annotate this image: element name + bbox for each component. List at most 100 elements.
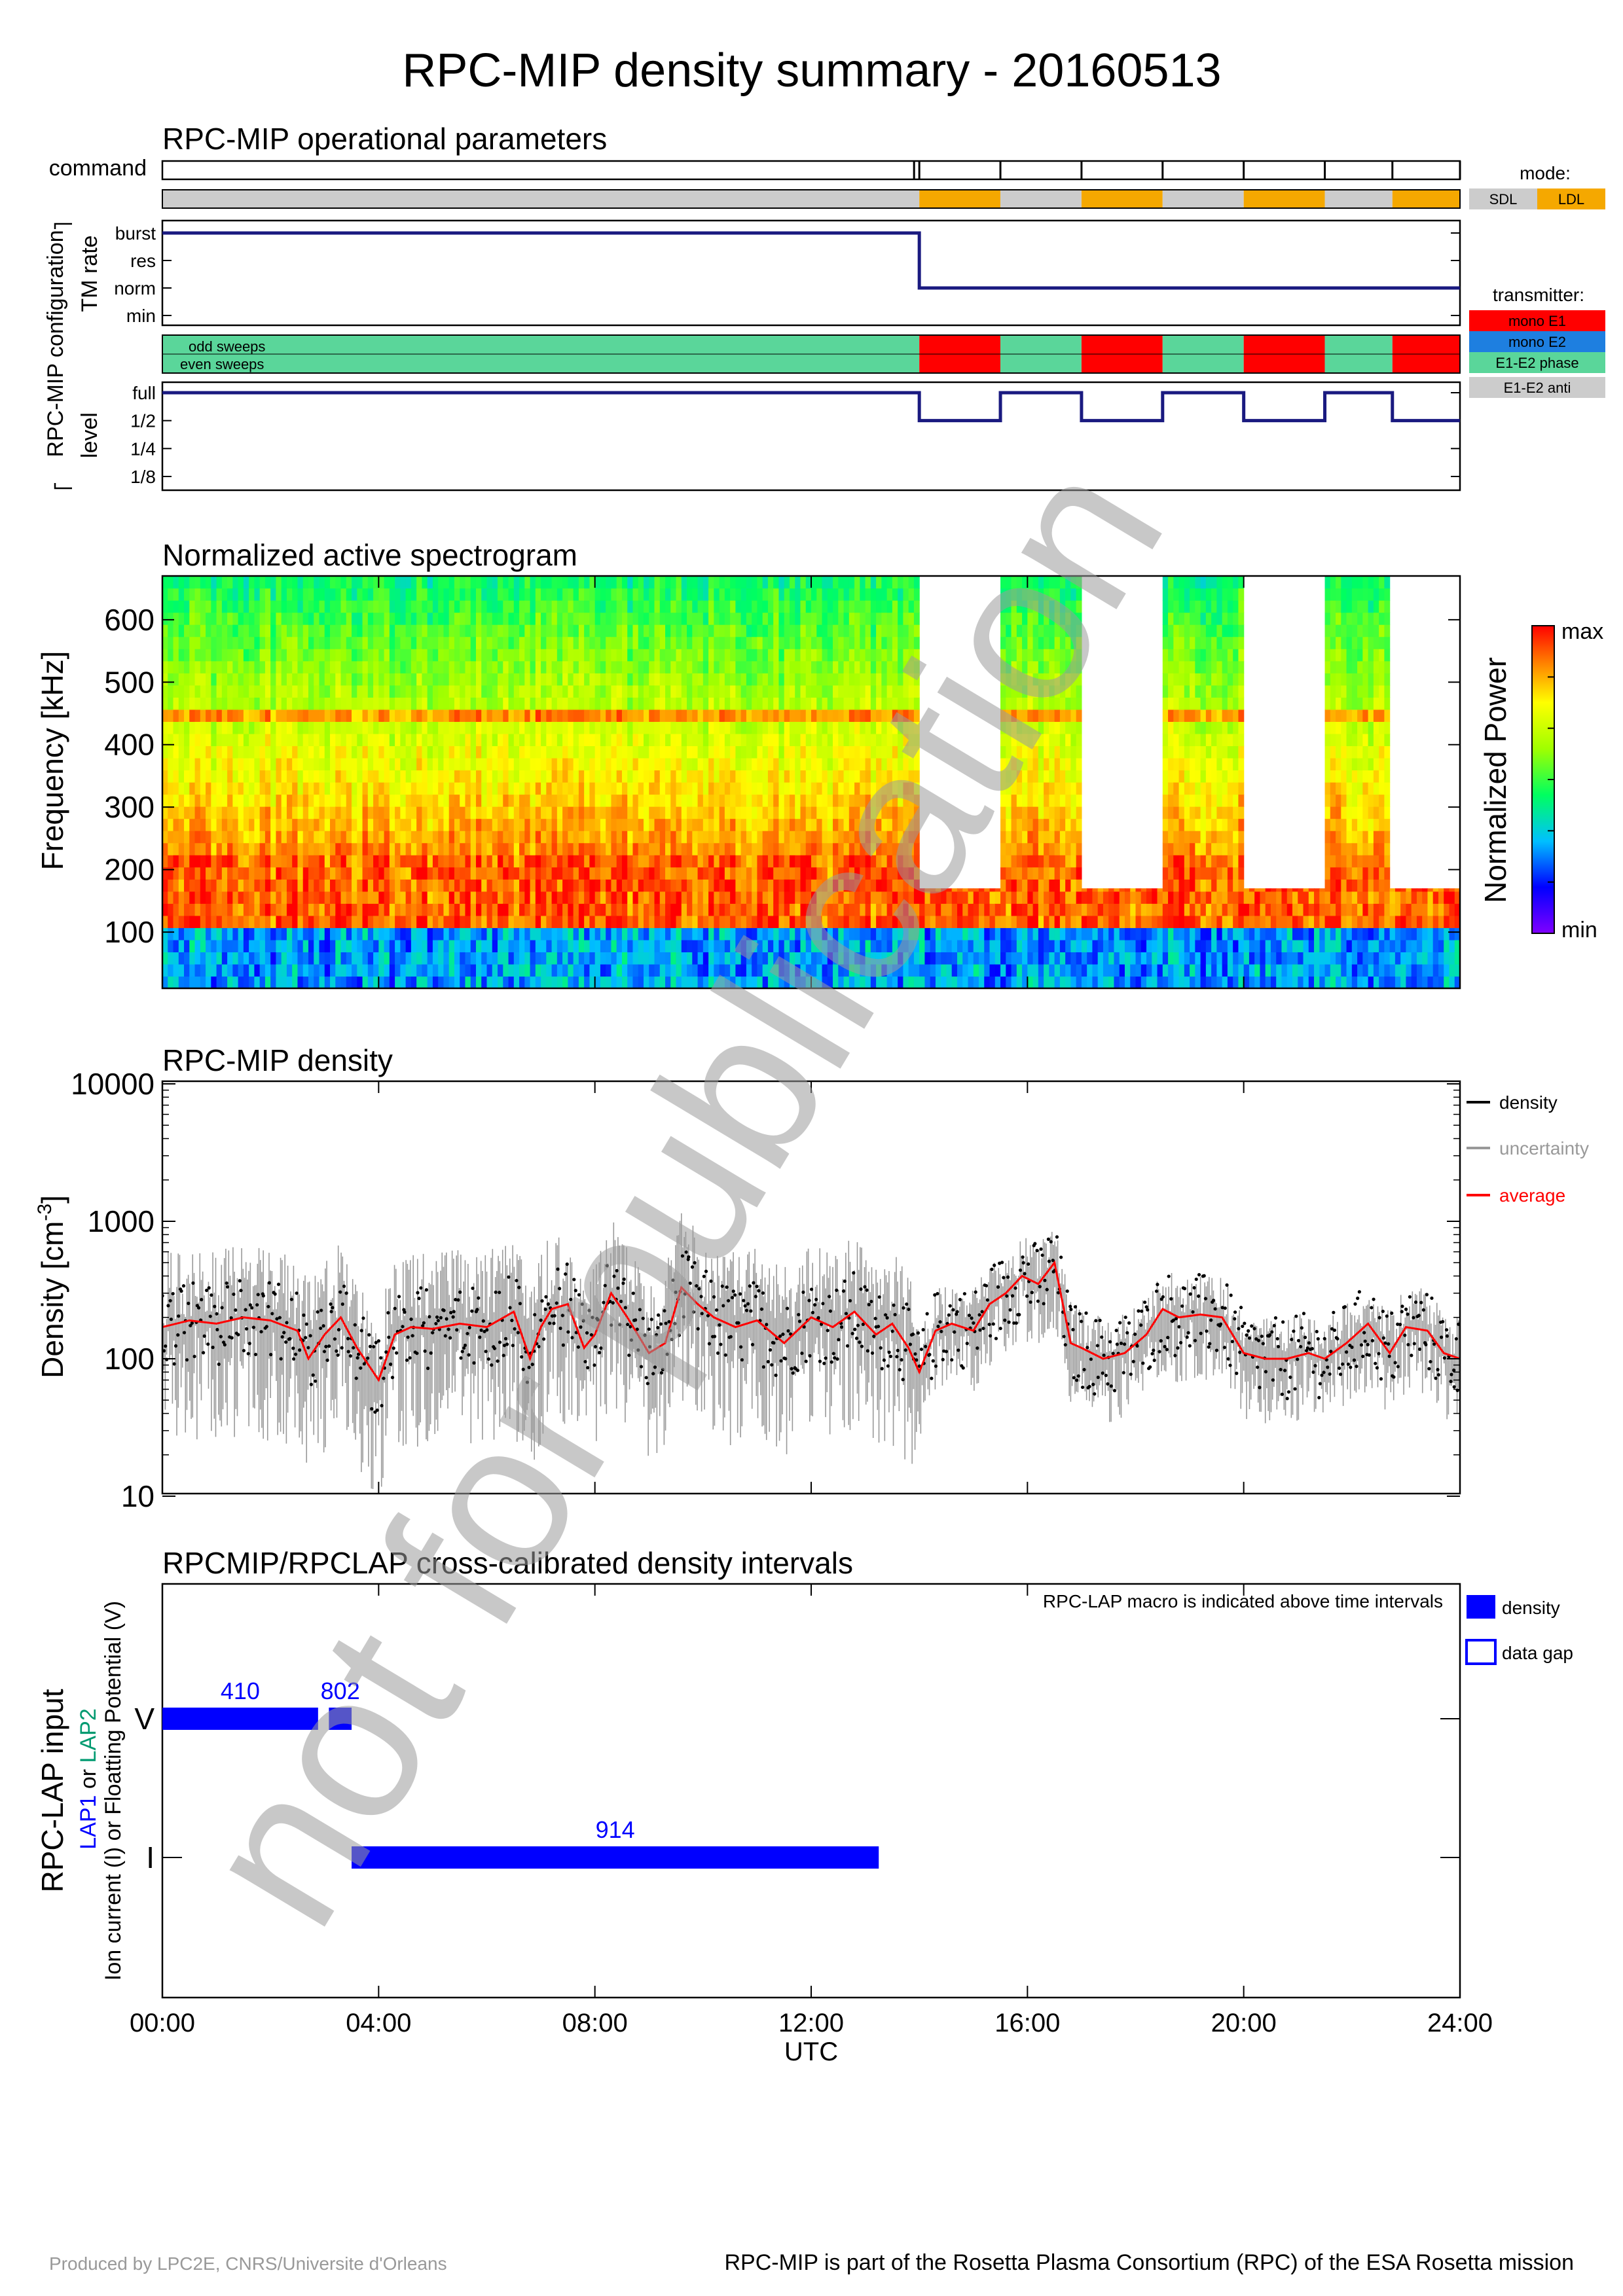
spectrogram-cell (556, 733, 563, 747)
spectrogram-cell (227, 612, 233, 625)
spectrogram-cell (357, 842, 363, 855)
spectrogram-cell (281, 649, 287, 662)
spectrogram-cell (735, 673, 742, 686)
spectrogram-cell (492, 818, 498, 831)
spectrogram-cell (432, 685, 439, 698)
spectrogram-cell (843, 770, 850, 783)
spectrogram-cell (460, 721, 466, 734)
spectrogram-cell (168, 915, 174, 928)
spectrogram-cell (687, 697, 693, 710)
spectrogram-cell (438, 745, 445, 759)
spectrogram-cell (568, 915, 574, 928)
spectrogram-cell (460, 660, 466, 673)
spectrogram-cell (767, 842, 774, 855)
spectrogram-cell (962, 891, 969, 904)
spectrogram-cell (410, 915, 417, 928)
spectrogram-cell (643, 697, 649, 710)
spectrogram-cell (373, 612, 379, 625)
spectrogram-cell (573, 927, 579, 941)
spectrogram-cell (206, 588, 211, 601)
spectrogram-cell (573, 733, 579, 747)
spectrogram-cell (513, 660, 520, 673)
spectrogram-cell (238, 745, 244, 759)
spectrogram-cell (692, 794, 699, 807)
spectrogram-cell (384, 576, 390, 589)
spectrogram-cell (838, 915, 845, 928)
spectrogram-cell (903, 660, 909, 673)
spectrogram-cell (308, 624, 314, 637)
spectrogram-cell (443, 963, 450, 977)
spectrogram-cell (292, 976, 299, 988)
spectrogram-cell (627, 636, 634, 649)
spectrogram-cell (335, 636, 342, 649)
spectrogram-cell (589, 733, 596, 747)
spectrogram-cell (568, 976, 574, 988)
spectrogram-cell (724, 685, 731, 698)
spectrogram-cell (395, 649, 401, 662)
spectrogram-cell (178, 733, 185, 747)
spectrogram-cell (178, 855, 185, 868)
spectrogram-cell (676, 782, 682, 795)
spectrogram-cell (962, 927, 969, 941)
spectrogram-cell (286, 588, 293, 601)
spectrogram-cell (973, 927, 979, 941)
spectrogram-cell (708, 867, 714, 880)
spectrogram-cell (730, 794, 736, 807)
spectrogram-cell (611, 855, 617, 868)
spectrogram-cell (324, 733, 331, 747)
spectrogram-cell (206, 891, 211, 904)
spectrogram-cell (448, 927, 455, 941)
spectrogram-cell (384, 600, 390, 613)
spectrogram-cell (352, 927, 357, 941)
spectrogram-cell (416, 891, 422, 904)
spectrogram-cell (843, 794, 850, 807)
spectrogram-cell (649, 588, 655, 601)
spectrogram-cell (249, 939, 255, 953)
spectrogram-cell (681, 612, 687, 625)
spectrogram-cell (432, 891, 439, 904)
spectrogram-cell (200, 757, 206, 771)
spectrogram-cell (724, 673, 731, 686)
spectrogram-cell (395, 697, 401, 710)
spectrogram-cell (416, 831, 422, 844)
spectrogram-cell (319, 624, 325, 637)
spectrogram-cell (340, 588, 347, 601)
spectrogram-cell (881, 588, 888, 601)
spectrogram-cell (676, 649, 682, 662)
spectrogram-cell (632, 867, 639, 880)
spectrogram-cell (243, 576, 249, 589)
spectrogram-cell (352, 588, 357, 601)
spectrogram-cell (649, 685, 655, 698)
spectrogram-cell (946, 888, 953, 892)
spectrogram-cell (503, 794, 509, 807)
spectrogram-cell (346, 612, 352, 625)
spectrogram-cell (249, 660, 255, 673)
spectrogram-cell (324, 855, 331, 868)
spectrogram-cell (400, 770, 407, 783)
spectrogram-cell (719, 915, 725, 928)
spectrogram-cell (535, 842, 541, 855)
spectrogram-cell (460, 879, 466, 892)
spectrogram-cell (903, 855, 909, 868)
spectrogram-cell (854, 963, 860, 977)
spectrogram-cell (616, 685, 623, 698)
spectrogram-cell (475, 952, 482, 965)
spectrogram-cell (767, 927, 774, 941)
spectrogram-cell (314, 673, 320, 686)
spectrogram-cell (541, 612, 547, 625)
spectrogram-cell (352, 867, 357, 880)
spectrogram-cell (221, 745, 228, 759)
spectrogram-cell (676, 927, 682, 941)
spectrogram-cell (757, 891, 763, 904)
spectrogram-cell (173, 624, 179, 637)
spectrogram-cell (184, 721, 190, 734)
spectrogram-cell (438, 697, 445, 710)
spectrogram-cell (324, 927, 331, 941)
spectrogram-cell (498, 660, 503, 673)
spectrogram-cell (264, 660, 271, 673)
spectrogram-cell (740, 818, 747, 831)
spectrogram-cell (573, 588, 579, 601)
spectrogram-cell (584, 733, 591, 747)
spectrogram-cell (546, 831, 553, 844)
spectrogram-cell (822, 660, 828, 673)
